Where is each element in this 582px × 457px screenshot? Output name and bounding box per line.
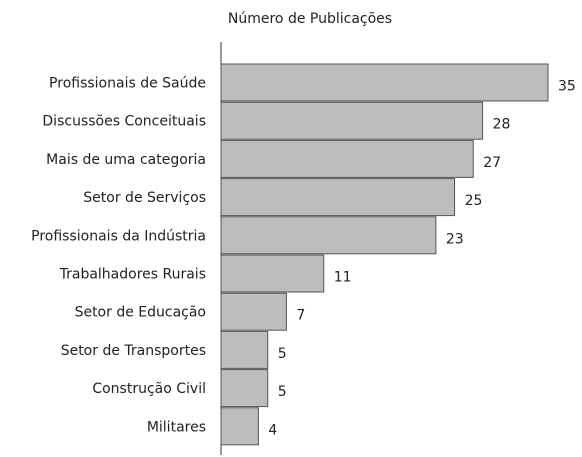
bar [220, 407, 259, 446]
bar [220, 139, 474, 178]
y-tick-label: Construção Civil [92, 381, 206, 397]
chart-title: Número de Publicações [228, 11, 392, 27]
value-label: 11 [334, 270, 352, 286]
value-label: 5 [278, 384, 287, 400]
bar [220, 254, 325, 293]
y-tick-label: Setor de Educação [75, 305, 206, 321]
y-tick-label: Discussões Conceituais [42, 114, 206, 130]
value-label: 7 [296, 308, 305, 324]
value-label: 27 [483, 155, 501, 171]
y-tick-label: Profissionais da Indústria [31, 228, 206, 244]
value-label: 25 [465, 193, 483, 209]
y-tick-label: Setor de Transportes [61, 343, 206, 359]
value-label: 4 [268, 422, 277, 438]
value-label: 35 [558, 79, 576, 95]
bar [220, 63, 549, 102]
y-tick-label: Trabalhadores Rurais [59, 267, 206, 283]
value-label: 5 [278, 346, 287, 362]
y-tick-label: Profissionais de Saúde [49, 76, 206, 92]
value-label: 28 [493, 117, 511, 133]
value-label: 23 [446, 231, 464, 247]
y-tick-label: Setor de Serviços [83, 190, 206, 206]
bar [220, 292, 287, 331]
y-tick-label: Mais de uma categoria [46, 152, 206, 168]
bar [220, 216, 437, 255]
bar [220, 330, 269, 369]
bar [220, 101, 484, 140]
bar [220, 369, 269, 408]
y-tick-label: Militares [147, 419, 206, 435]
bar [220, 178, 456, 217]
